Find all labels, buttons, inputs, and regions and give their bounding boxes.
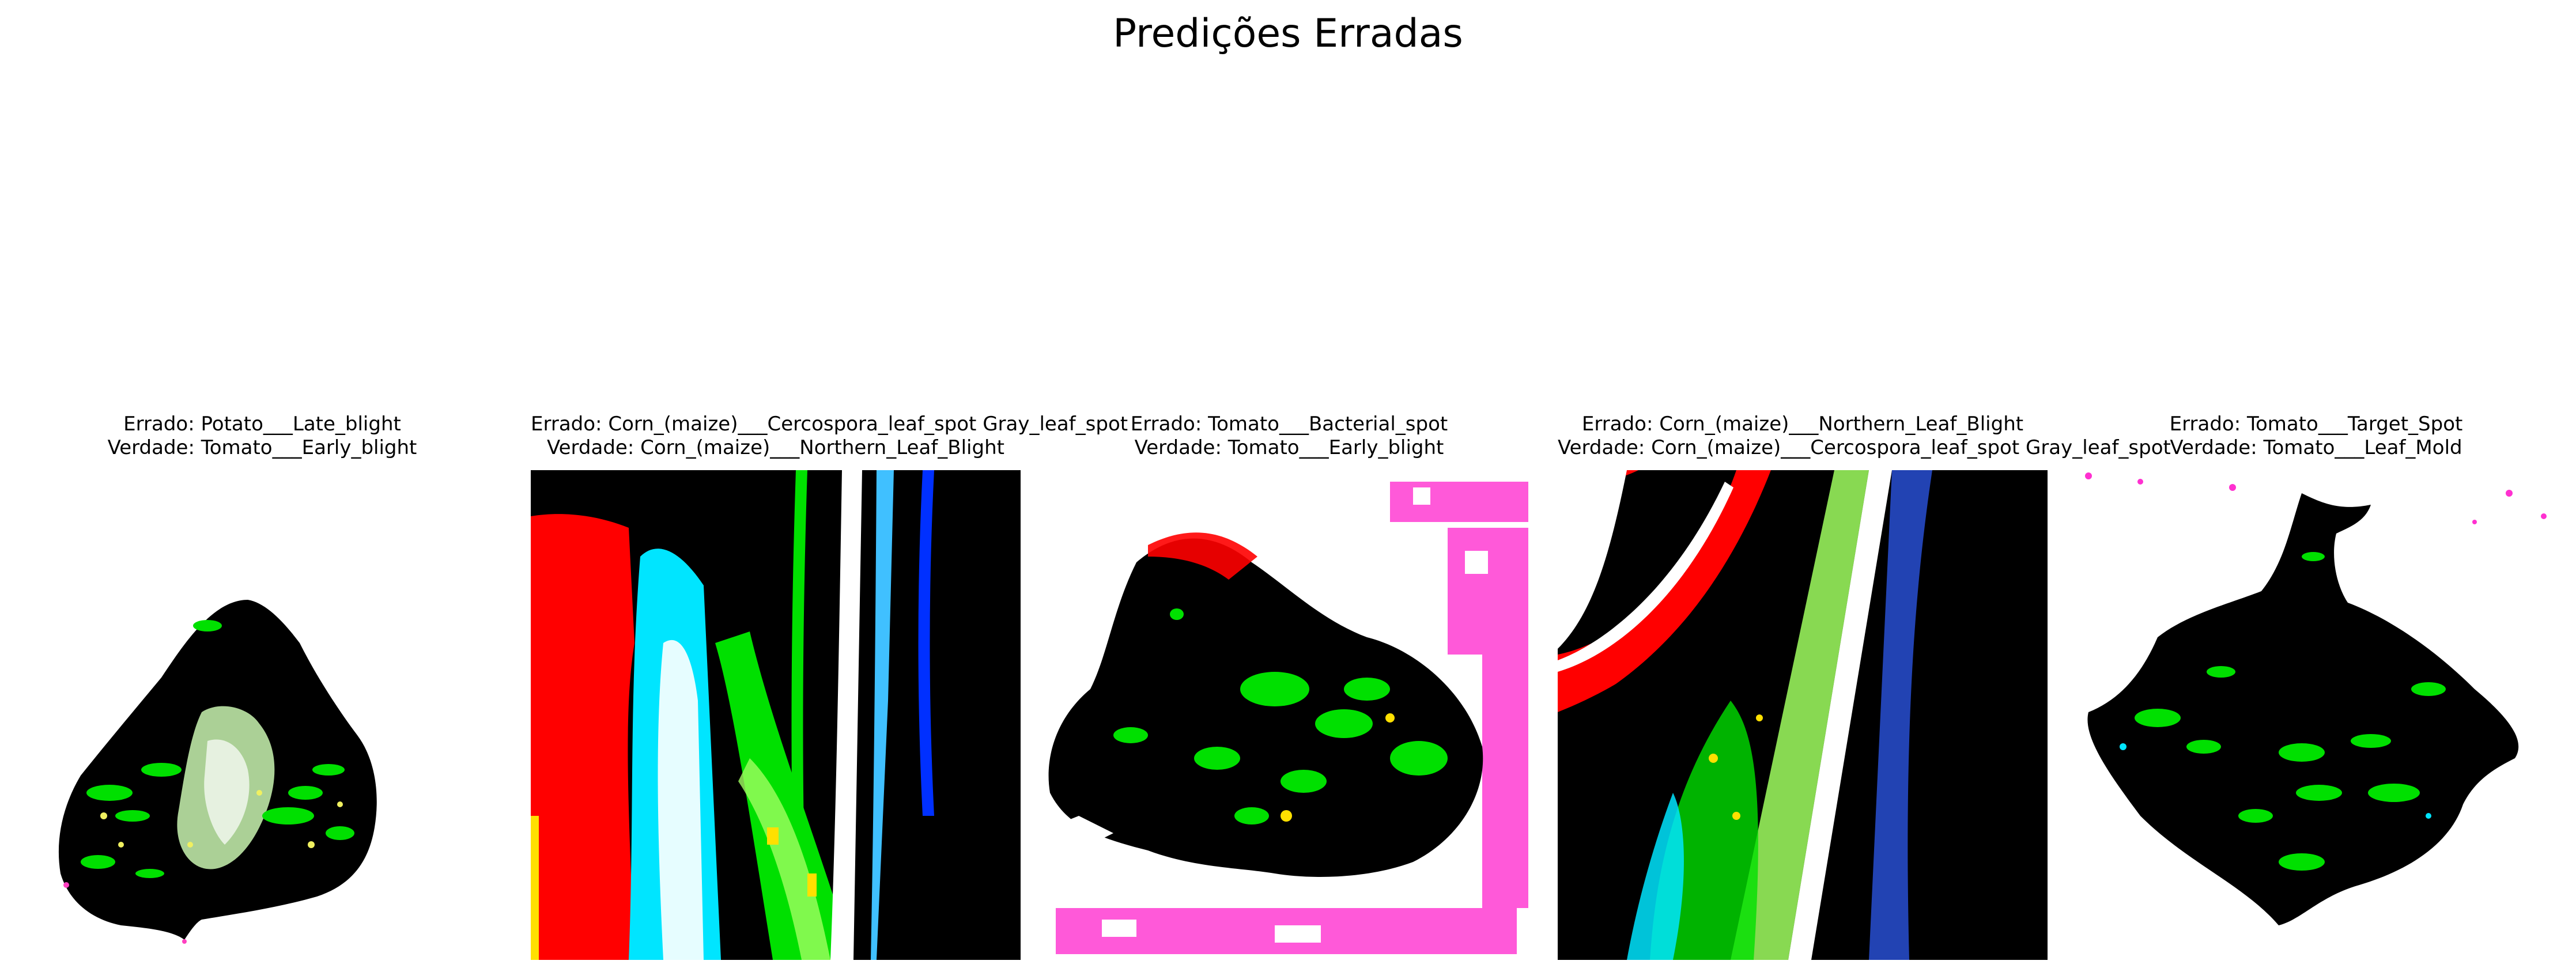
wrong-label: Errado: Tomato___Bacterial_spot bbox=[1130, 413, 1448, 436]
true-label: Verdade: Corn_(maize)___Northern_Leaf_Bl… bbox=[547, 436, 1004, 459]
true-label: Verdade: Tomato___Leaf_Mold bbox=[2170, 436, 2462, 459]
leaf-image-2 bbox=[531, 470, 1021, 960]
leaf-image-1 bbox=[17, 470, 507, 960]
true-label: Verdade: Tomato___Early_blight bbox=[107, 436, 417, 459]
leaf-image-3 bbox=[1044, 470, 1534, 960]
wrong-label: Errado: Corn_(maize)___Cercospora_leaf_s… bbox=[531, 413, 1128, 436]
wrong-label: Errado: Potato___Late_blight bbox=[123, 413, 401, 436]
leaf-image-5 bbox=[2071, 470, 2561, 960]
leaf-image-4 bbox=[1558, 470, 2048, 960]
wrong-label: Errado: Tomato___Target_Spot bbox=[2169, 413, 2463, 436]
wrong-label: Errado: Corn_(maize)___Northern_Leaf_Bli… bbox=[1581, 413, 2024, 436]
true-label: Verdade: Corn_(maize)___Cercospora_leaf_… bbox=[1558, 436, 2171, 459]
true-label: Verdade: Tomato___Early_blight bbox=[1134, 436, 1444, 459]
figure-title: Predições Erradas bbox=[1113, 11, 1463, 56]
